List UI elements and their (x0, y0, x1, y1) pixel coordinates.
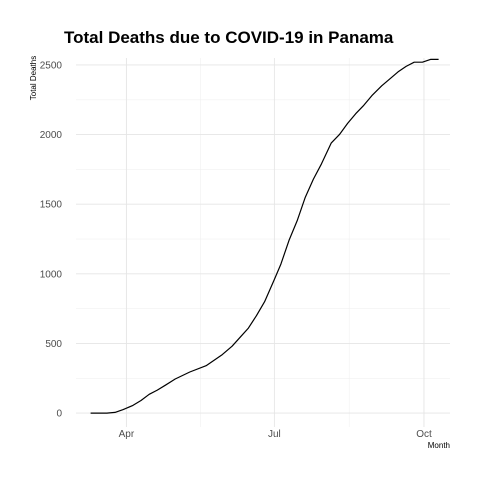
y-tick-labels: 0 500 1000 1500 2000 2500 (40, 60, 63, 419)
y-tick-label: 2500 (40, 60, 63, 71)
minor-gridlines (76, 58, 450, 427)
x-tick-label: Oct (416, 429, 432, 440)
y-axis-title: Total Deaths (29, 56, 38, 100)
y-tick-label: 1500 (40, 200, 63, 211)
y-tick-label: 0 (56, 409, 62, 420)
series-line (90, 58, 439, 414)
x-tick-label: Jul (268, 429, 281, 440)
y-tick-label: 500 (45, 339, 62, 350)
x-axis-title: Month (428, 441, 450, 450)
x-tick-label: Apr (119, 429, 135, 440)
y-tick-label: 1000 (40, 269, 63, 280)
y-tick-label: 2000 (40, 130, 63, 141)
series-group (90, 58, 439, 414)
major-gridlines (76, 58, 450, 427)
chart-title: Total Deaths due to COVID-19 in Panama (64, 28, 394, 47)
x-tick-labels: Apr Jul Oct (119, 429, 432, 440)
